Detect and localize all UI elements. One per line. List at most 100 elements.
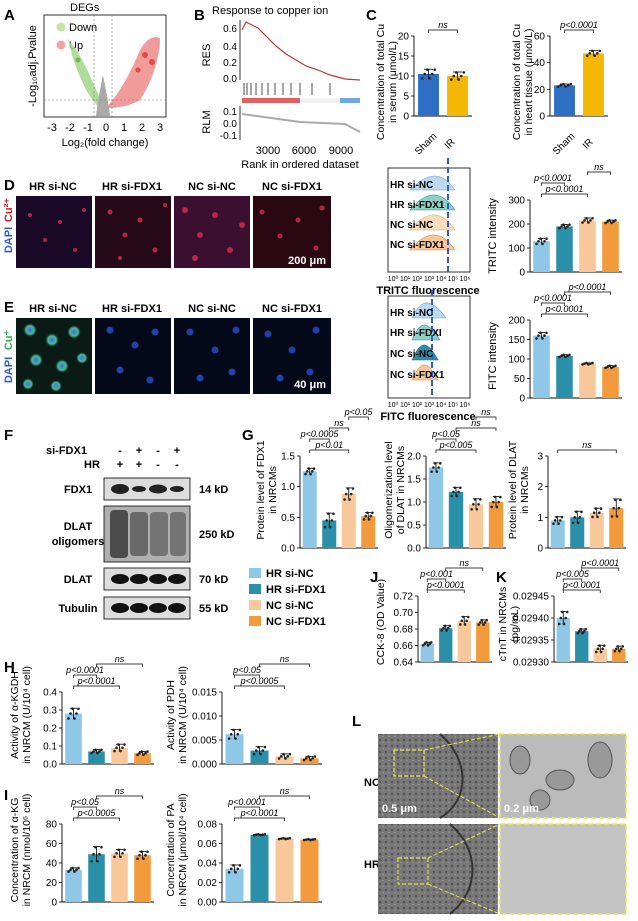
- data-point: [593, 54, 597, 58]
- y-tick-label: 40: [46, 859, 58, 870]
- data-point: [594, 507, 598, 510]
- y-tick-label: 20: [46, 878, 58, 889]
- data-point: [94, 845, 97, 849]
- tick-label: -0.1: [220, 131, 238, 142]
- data-point: [77, 866, 80, 870]
- y-tick-label: 0.02930: [513, 658, 550, 669]
- data-point: [257, 832, 260, 836]
- y-tick-label: 0.005: [192, 736, 217, 747]
- y-axis-label: Protein level of FDX1: [255, 440, 267, 539]
- micrograph: [16, 196, 92, 268]
- sig-label: p<0.0005: [300, 429, 340, 439]
- sig-bracket: [309, 449, 350, 453]
- kd-label: 14 kD: [199, 484, 228, 496]
- micrograph: [253, 196, 331, 268]
- data-point: [537, 239, 540, 243]
- y-tick-label: 1.5: [281, 452, 295, 463]
- data-point: [307, 837, 310, 841]
- data-point: [263, 745, 267, 749]
- data-point: [138, 853, 141, 857]
- sig-bracket: [564, 29, 594, 33]
- y-tick-label: 0.72: [394, 592, 414, 603]
- y-tick-label: 0.000: [192, 760, 217, 771]
- y-tick-label: 0.5: [407, 521, 421, 532]
- chart-title: Response to copper ion: [212, 5, 328, 17]
- data-point: [325, 519, 329, 522]
- sig-bracket: [541, 193, 588, 197]
- panel-letter: J: [370, 569, 378, 586]
- sig-label: ns: [115, 786, 125, 796]
- data-point: [562, 353, 565, 357]
- tick-label: 0.6: [223, 24, 237, 35]
- image-title: HR si-FDX1: [102, 181, 162, 193]
- data-point: [348, 498, 351, 501]
- tick-label: 10¹: [400, 402, 411, 409]
- data-point: [568, 353, 571, 357]
- sig-label: p<0.0001: [240, 808, 279, 818]
- sig-bracket: [328, 427, 350, 431]
- flow-labels: HR si-NC HR si-FDX1 NC si-NC NC si-FDX1: [390, 180, 445, 251]
- x-tick-label: -2: [65, 122, 75, 134]
- data-point: [560, 225, 563, 228]
- data-point: [562, 622, 566, 626]
- data-point: [261, 749, 265, 752]
- data-point: [617, 506, 621, 510]
- data-point: [599, 650, 603, 654]
- sig-bracket: [234, 806, 260, 810]
- sig-label: p<0.0001: [559, 20, 598, 30]
- y-tick-label: 5: [403, 92, 409, 103]
- data-point: [539, 331, 542, 335]
- x-ticks: -3 -2 -1 0 1 2 3: [47, 122, 163, 134]
- y-tick-label: 0.2: [43, 724, 57, 735]
- data-point: [440, 629, 444, 632]
- data-point: [483, 621, 487, 624]
- flow-ticks: 10⁰ 10¹ 10² 10³ 10⁴ 10⁵ 10⁶: [388, 401, 471, 409]
- bar: [602, 221, 619, 272]
- legend-swatch-up: [56, 40, 66, 50]
- panel-letter: C: [366, 7, 377, 24]
- data-point: [282, 752, 285, 756]
- enrichment-curve: [241, 21, 361, 81]
- stain-label: Cu²⁺: [3, 198, 15, 222]
- scale-bar-label: 40 μm: [294, 379, 326, 391]
- sig-bracket: [428, 29, 458, 33]
- x-tick-label: -3: [47, 122, 57, 134]
- data-point: [594, 650, 598, 654]
- data-point: [252, 752, 256, 756]
- data-point: [142, 857, 145, 861]
- tick-label: 10³: [424, 276, 435, 283]
- data-point: [492, 500, 495, 504]
- data-point: [327, 512, 330, 516]
- sig-bracket: [445, 567, 484, 571]
- data-point: [277, 837, 281, 841]
- data-point: [346, 487, 350, 490]
- flow-histogram: [411, 302, 447, 319]
- sig-bracket: [557, 449, 617, 453]
- tick-label: 0.1: [223, 107, 237, 118]
- data-point: [98, 750, 101, 753]
- x-tick-label: 2: [139, 122, 145, 134]
- bar: [556, 226, 573, 272]
- data-point: [462, 71, 466, 74]
- sig-label: p<0.0005: [77, 808, 117, 818]
- sign: -: [156, 445, 160, 457]
- data-point: [581, 363, 584, 366]
- blot-bands: [111, 484, 184, 494]
- data-point: [553, 519, 557, 522]
- y-tick-label: 1: [537, 513, 543, 524]
- data-point: [232, 864, 235, 867]
- data-point: [100, 748, 103, 752]
- zoom-box: [397, 857, 429, 885]
- zoom-frame: [499, 733, 627, 819]
- sign: -: [156, 459, 160, 471]
- data-point: [591, 216, 594, 220]
- data-point: [566, 225, 569, 228]
- sig-bracket: [426, 578, 447, 582]
- cells-green: [22, 323, 88, 392]
- data-point: [564, 616, 567, 620]
- legend-swatch: [249, 600, 261, 610]
